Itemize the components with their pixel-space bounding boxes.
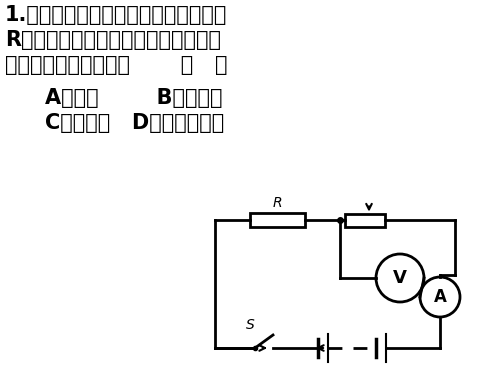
Text: A、电源        B、电压表: A、电源 B、电压表	[45, 88, 222, 108]
Text: R的阻值，某同学连接了右图所示的电: R的阻值，某同学连接了右图所示的电	[5, 30, 221, 50]
Text: 1.为了用电压表、电流表测定定值电阻: 1.为了用电压表、电流表测定定值电阻	[5, 5, 228, 25]
Text: C、电流表   D、滑动变阻器: C、电流表 D、滑动变阻器	[45, 113, 224, 133]
Text: R: R	[272, 196, 282, 210]
Text: S: S	[246, 318, 254, 332]
Text: V: V	[393, 269, 407, 287]
Circle shape	[376, 254, 424, 302]
Text: A: A	[434, 288, 446, 306]
Bar	[250, 213, 305, 227]
Text: 路，其中错误的连接是       （   ）: 路，其中错误的连接是 （ ）	[5, 55, 228, 75]
Circle shape	[420, 277, 460, 317]
Bar	[345, 213, 385, 226]
